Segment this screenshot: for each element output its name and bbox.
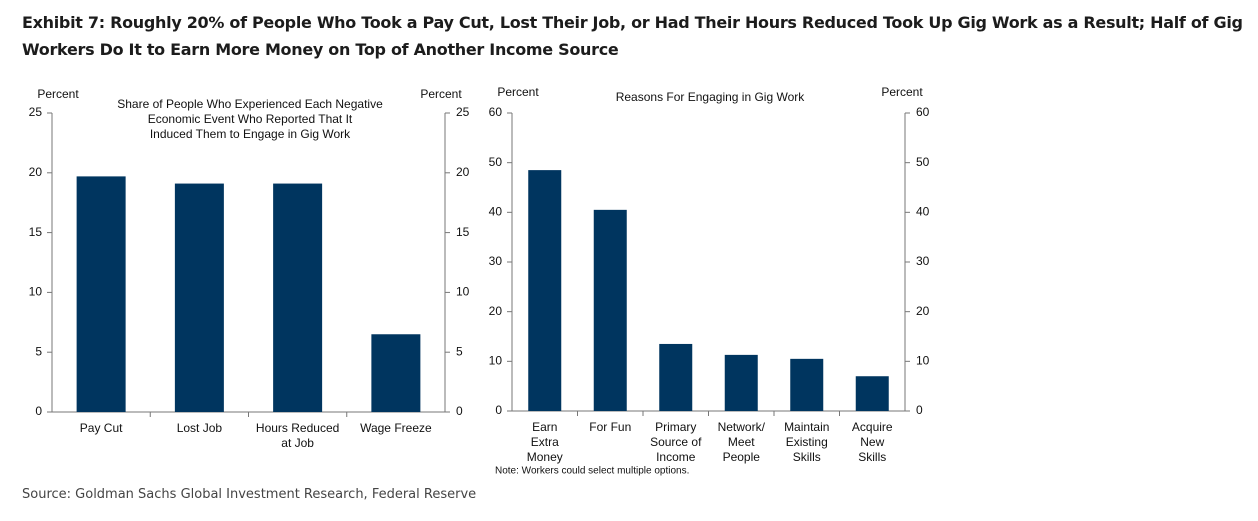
x-tick-label: Primary Source of Income: [650, 420, 702, 464]
y2-tick-label: 60: [916, 105, 930, 119]
x-tick-label: Maintain Existing Skills: [784, 420, 829, 464]
chart-title: Share of People Who Experienced Each Neg…: [117, 97, 383, 141]
y-axis-label: Percent: [37, 87, 79, 101]
y-tick-label: 50: [489, 155, 503, 169]
y2-tick-label: 25: [456, 105, 470, 119]
y2-axis-label: Percent: [881, 85, 923, 99]
y-axis-label: Percent: [497, 85, 539, 99]
bar: [528, 170, 562, 411]
page-title: Exhibit 7: Roughly 20% of People Who Too…: [22, 13, 1243, 59]
x-tick-label: Lost Job: [177, 421, 223, 435]
y2-tick-label: 50: [916, 155, 930, 169]
y2-tick-label: 0: [456, 404, 463, 418]
y2-tick-label: 5: [456, 344, 463, 358]
x-tick-label: Wage Freeze: [360, 421, 432, 435]
bar: [371, 334, 421, 412]
y-tick-label: 0: [495, 403, 502, 417]
y-tick-label: 40: [489, 205, 503, 219]
x-tick-label: Acquire New Skills: [852, 420, 893, 464]
y-tick-label: 20: [489, 304, 503, 318]
bar: [724, 354, 758, 411]
bar: [174, 183, 224, 412]
x-tick-label: Earn Extra Money: [527, 420, 563, 464]
y2-tick-label: 20: [916, 304, 930, 318]
y2-tick-label: 30: [916, 254, 930, 268]
y-tick-label: 30: [489, 254, 503, 268]
bar: [593, 209, 627, 411]
note: Note: Workers could select multiple opti…: [495, 466, 689, 477]
y2-tick-label: 40: [916, 205, 930, 219]
bar: [659, 343, 693, 411]
x-tick-label: For Fun: [589, 420, 631, 434]
y-tick-label: 25: [29, 105, 43, 119]
bar: [273, 183, 323, 412]
source: Source: Goldman Sachs Global Investment …: [22, 487, 477, 502]
x-tick-label: Hours Reduced at Job: [256, 421, 339, 450]
x-tick-label: Pay Cut: [80, 421, 123, 435]
y2-tick-label: 20: [456, 165, 470, 179]
y-tick-label: 15: [29, 225, 43, 239]
y2-tick-label: 10: [916, 354, 930, 368]
y2-tick-label: 10: [456, 285, 470, 299]
bar: [790, 358, 824, 411]
y-tick-label: 10: [29, 285, 43, 299]
bar: [76, 176, 126, 412]
y-tick-label: 60: [489, 105, 503, 119]
x-tick-label: Network/Meet People: [718, 420, 766, 464]
y-tick-label: 20: [29, 165, 43, 179]
y-tick-label: 0: [35, 404, 42, 418]
y2-tick-label: 0: [916, 403, 923, 417]
y2-tick-label: 15: [456, 225, 470, 239]
y-tick-label: 5: [35, 344, 42, 358]
y2-axis-label: Percent: [420, 87, 462, 101]
y-tick-label: 10: [489, 354, 503, 368]
chart-title: Reasons For Engaging in Gig Work: [616, 90, 806, 104]
bar: [855, 376, 889, 411]
